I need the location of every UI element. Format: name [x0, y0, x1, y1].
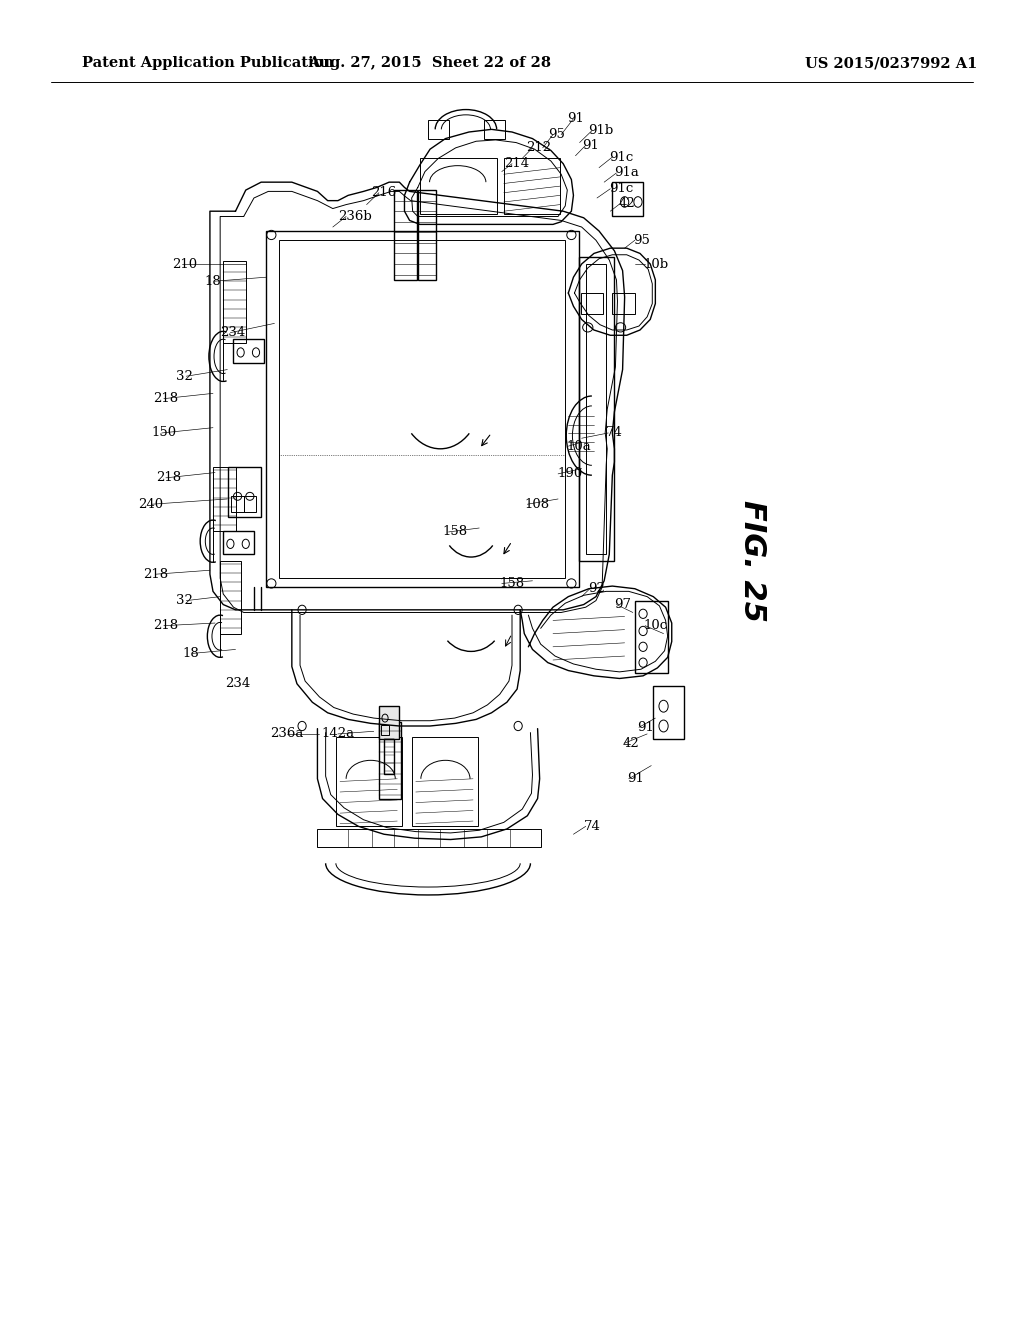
Bar	[379, 706, 399, 739]
Text: 190: 190	[557, 467, 583, 480]
Bar	[612, 182, 643, 216]
Text: 10c: 10c	[643, 619, 668, 632]
Text: 158: 158	[442, 525, 468, 539]
Text: 91b: 91b	[588, 124, 613, 137]
Text: 212: 212	[526, 141, 552, 154]
Bar	[420, 158, 497, 214]
Bar	[581, 293, 603, 314]
Text: 236a: 236a	[270, 727, 304, 741]
Text: 218: 218	[154, 392, 179, 405]
Bar	[428, 120, 449, 139]
Text: 234: 234	[220, 326, 246, 339]
Text: 74: 74	[584, 820, 600, 833]
Text: 32: 32	[176, 594, 193, 607]
Text: 32: 32	[176, 370, 193, 383]
Bar	[228, 467, 261, 517]
Text: Aug. 27, 2015  Sheet 22 of 28: Aug. 27, 2015 Sheet 22 of 28	[308, 57, 552, 70]
Text: 218: 218	[154, 619, 179, 632]
Text: 236b: 236b	[338, 210, 372, 223]
Bar	[586, 264, 606, 554]
Text: 91: 91	[627, 772, 643, 785]
Bar	[484, 120, 505, 139]
Text: 92: 92	[588, 582, 604, 595]
Text: 97: 97	[614, 598, 632, 611]
Bar	[266, 231, 579, 587]
Bar	[317, 829, 541, 847]
Bar	[612, 293, 635, 314]
Bar	[223, 531, 254, 554]
Text: 214: 214	[504, 157, 529, 170]
Text: 42: 42	[623, 737, 639, 750]
Text: 91a: 91a	[614, 166, 639, 180]
Text: US 2015/0237992 A1: US 2015/0237992 A1	[805, 57, 977, 70]
Text: 91: 91	[582, 139, 598, 152]
Text: 95: 95	[548, 128, 564, 141]
Bar	[220, 561, 241, 634]
Text: 108: 108	[524, 498, 550, 511]
Text: 218: 218	[156, 471, 181, 484]
Bar	[579, 257, 614, 561]
Text: 74: 74	[606, 426, 623, 440]
Bar	[653, 686, 684, 739]
Bar	[412, 737, 478, 826]
Bar	[231, 496, 244, 512]
Bar	[384, 739, 394, 774]
Text: Patent Application Publication: Patent Application Publication	[82, 57, 334, 70]
Text: 91c: 91c	[609, 182, 634, 195]
Bar	[279, 240, 565, 578]
Text: 91c: 91c	[609, 150, 634, 164]
Text: 91: 91	[637, 721, 653, 734]
Bar	[418, 190, 436, 280]
Bar	[394, 190, 417, 280]
Text: 240: 240	[138, 498, 164, 511]
Bar	[381, 725, 389, 735]
Text: 10a: 10a	[566, 440, 591, 453]
Text: 10b: 10b	[643, 257, 669, 271]
Text: 158: 158	[500, 577, 525, 590]
Text: 210: 210	[172, 257, 198, 271]
Bar	[336, 737, 402, 826]
Text: 142a: 142a	[322, 727, 354, 741]
Text: 91: 91	[567, 112, 584, 125]
Text: 150: 150	[152, 426, 177, 440]
Bar	[223, 261, 246, 343]
Bar	[233, 339, 264, 363]
Text: 218: 218	[143, 568, 169, 581]
Bar	[213, 467, 236, 531]
Text: FIG. 25: FIG. 25	[738, 500, 767, 622]
Text: 18: 18	[205, 275, 221, 288]
Bar	[244, 496, 256, 512]
Bar	[504, 158, 560, 214]
Text: 216: 216	[371, 186, 396, 199]
Text: 18: 18	[182, 647, 199, 660]
Text: 234: 234	[225, 677, 251, 690]
Text: 42: 42	[618, 197, 635, 210]
Bar	[635, 601, 668, 673]
Bar	[379, 722, 401, 799]
Text: 95: 95	[633, 234, 649, 247]
